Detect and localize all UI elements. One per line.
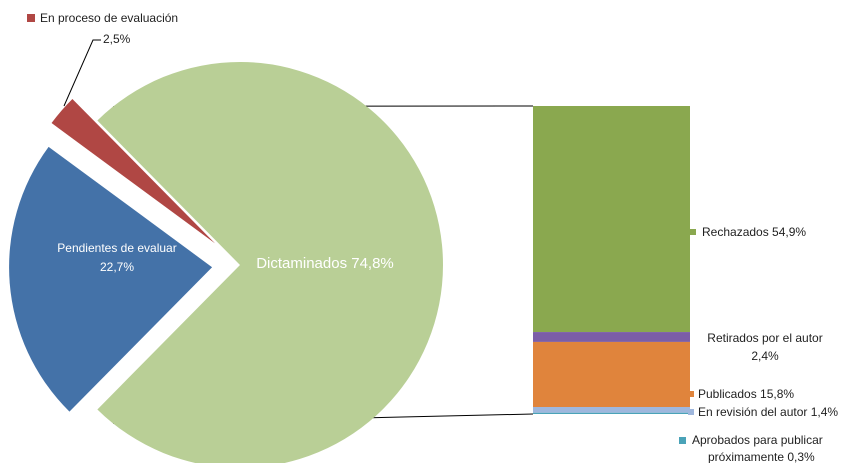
- label-pendientes-name: Pendientes de evaluar: [57, 241, 176, 255]
- bar-segment-en-revision: [533, 407, 690, 413]
- label-retirados-value: 2,4%: [751, 349, 779, 363]
- bar-segment-rechazados: [533, 106, 690, 333]
- label-aprobados-name: Aprobados para publicar: [692, 433, 823, 447]
- label-publicados: Publicados 15,8%: [698, 387, 794, 401]
- marker-rechazados: [690, 229, 696, 235]
- label-pendientes-value: 22,7%: [100, 260, 134, 274]
- marker-en-revision: [688, 409, 694, 415]
- marker-aprobados: [679, 437, 686, 444]
- legend-swatch-en-proceso: [27, 14, 35, 22]
- pie-slice-pendientes: [9, 146, 213, 412]
- label-aprobados-value: próximamente 0,3%: [708, 450, 815, 463]
- pie-slice-dictaminados: [97, 62, 443, 463]
- marker-publicados: [688, 391, 694, 397]
- label-en-proceso-value: 2,5%: [103, 32, 131, 46]
- bar-segment-retirados: [533, 332, 690, 342]
- bar-segment-aprobados: [533, 412, 690, 414]
- label-retirados-name: Retirados por el autor: [707, 331, 822, 345]
- label-dictaminados: Dictaminados 74,8%: [256, 255, 394, 272]
- pie-slice-en-proceso: [51, 98, 216, 244]
- bar-segment-publicados: [533, 341, 690, 407]
- leader-line-en-proceso: [63, 39, 101, 107]
- label-en-proceso-name: En proceso de evaluación: [40, 11, 178, 25]
- label-en-revision: En revisión del autor 1,4%: [698, 405, 838, 419]
- label-rechazados: Rechazados 54,9%: [702, 225, 806, 239]
